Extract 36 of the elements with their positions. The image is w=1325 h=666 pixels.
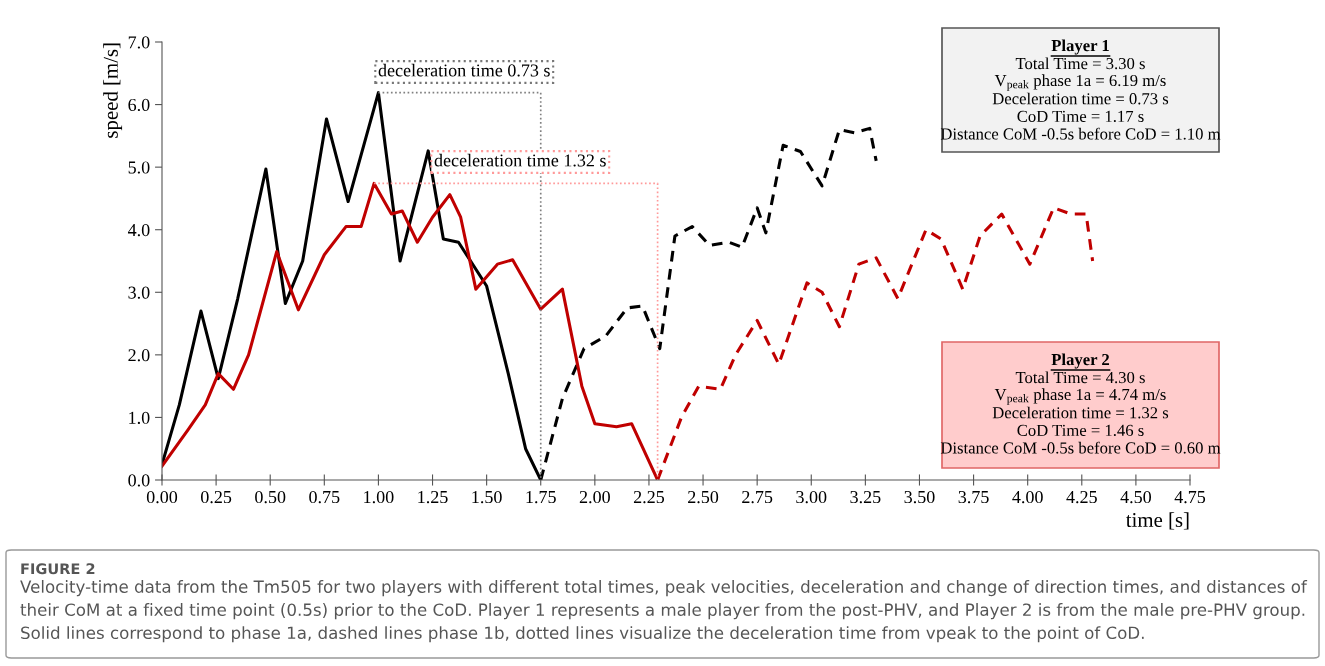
y-tick-label: 5.0 xyxy=(128,161,150,174)
x-tick-label: 1.75 xyxy=(526,491,556,504)
caption: FIGURE 2 xyxy=(21,563,95,575)
x-tick-label: 3.75 xyxy=(958,490,989,504)
x-tick-label: 4.50 xyxy=(1120,490,1152,504)
annotation: deceleration time 0.73 s xyxy=(378,63,550,77)
x-tick-label: 3.25 xyxy=(850,490,881,504)
x-tick-label: 2.00 xyxy=(579,490,610,504)
y-tick-label: 6.0 xyxy=(128,98,150,112)
x-tick-label: 3.50 xyxy=(904,490,935,504)
x-tick-label: 0.00 xyxy=(146,490,178,504)
x-axis-title: time [s] xyxy=(1125,512,1189,530)
y-tick-label: 2.0 xyxy=(128,349,150,362)
x-tick-label: 2.75 xyxy=(742,490,773,504)
x-tick-label: 2.50 xyxy=(688,490,719,504)
x-tick-label: 1.50 xyxy=(472,490,502,504)
y-tick-label: 7.0 xyxy=(128,36,150,49)
y-tick-label: 0.0 xyxy=(128,474,150,487)
x-tick-label: 0.50 xyxy=(255,490,286,504)
annotation: deceleration time 1.32 s xyxy=(434,153,606,167)
x-tick-label: 4.00 xyxy=(1012,490,1043,504)
x-tick-label: 1.00 xyxy=(364,490,394,504)
y-tick-label: 3.0 xyxy=(128,286,150,299)
y-tick-label: 1.0 xyxy=(129,411,150,424)
text: Velocity-time data from the Tm505 for two players with different total times, peak velocities, deceleration and change of direction times, and distances of their CoM at a fixed time point (0.5s) prior to the CoD. Player 1 represents a male player from the post-PHV, and Player 2 is from the male pre-PHV group. Solid lines correspond to phase 1a, dashed lines phase 1b, dotted lines visualize the deceleration time from vpeak to the point of CoD. xyxy=(20,580,1308,643)
x-tick-label: 0.25 xyxy=(201,490,232,504)
annotation: Player 1 Total Time = 3.30 s V$_{peak}$ phase 1a = 6.19 m/s Deceleration time = 0.73 s CoD Time = 1.17 s Distance CoM -0.5s before CoD = 1.10 m xyxy=(940,39,1221,140)
x-tick-label: 4.75 xyxy=(1174,491,1206,504)
x-tick-label: 1.25 xyxy=(418,490,448,504)
annotation: Player 2 Total Time = 4.30 s V$_{peak}$ phase 1a = 4.74 m/s Deceleration time = 1.32 s CoD Time = 1.46 s Distance CoM -0.5s before CoD = 0.60 m xyxy=(940,353,1221,454)
x-tick-label: 2.25 xyxy=(633,490,665,504)
x-tick-label: 3.00 xyxy=(796,490,827,504)
x-tick-label: 4.25 xyxy=(1066,490,1097,504)
y-axis-title: speed [m/s] xyxy=(103,43,123,138)
y-tick-label: 4.0 xyxy=(127,223,150,237)
x-tick-label: 0.75 xyxy=(309,490,340,504)
